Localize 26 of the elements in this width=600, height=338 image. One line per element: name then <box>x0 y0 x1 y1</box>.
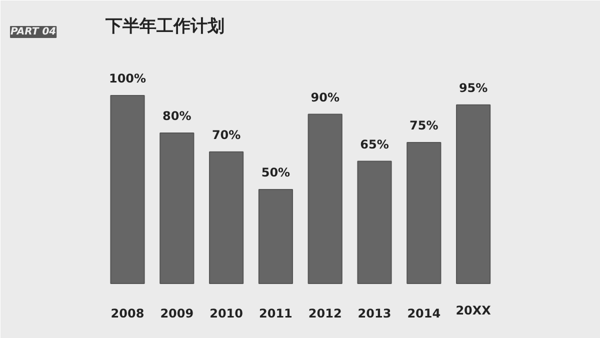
bar <box>258 188 294 284</box>
text: PART 04 <box>10 26 56 38</box>
x-tick-label: 2010 <box>210 306 244 320</box>
x-tick-label: 2009 <box>160 306 194 320</box>
chart-title: 下半年工作计划 <box>104 16 224 36</box>
x-tick-label: 20XX <box>456 303 492 318</box>
bar <box>308 114 342 284</box>
data-label: 100% <box>108 71 146 86</box>
x-tick-label: 2012 <box>308 306 342 320</box>
x-tick-label: 2008 <box>110 306 144 320</box>
x-tick-label: 2013 <box>358 306 392 320</box>
bar <box>357 160 392 284</box>
data-label: 75% <box>410 118 438 132</box>
bar <box>456 104 491 284</box>
bar <box>406 142 442 284</box>
x-tick-label: 2014 <box>407 306 441 320</box>
data-label: 90% <box>310 90 340 104</box>
data-label: 50% <box>261 165 290 180</box>
bar <box>110 94 145 284</box>
data-label: 80% <box>162 109 192 124</box>
bar <box>209 151 244 284</box>
data-label: 65% <box>360 137 389 152</box>
data-label: 95% <box>458 80 488 95</box>
x-tick-label: 2011 <box>259 306 292 320</box>
data-label: 70% <box>212 128 241 142</box>
bar <box>160 132 194 284</box>
